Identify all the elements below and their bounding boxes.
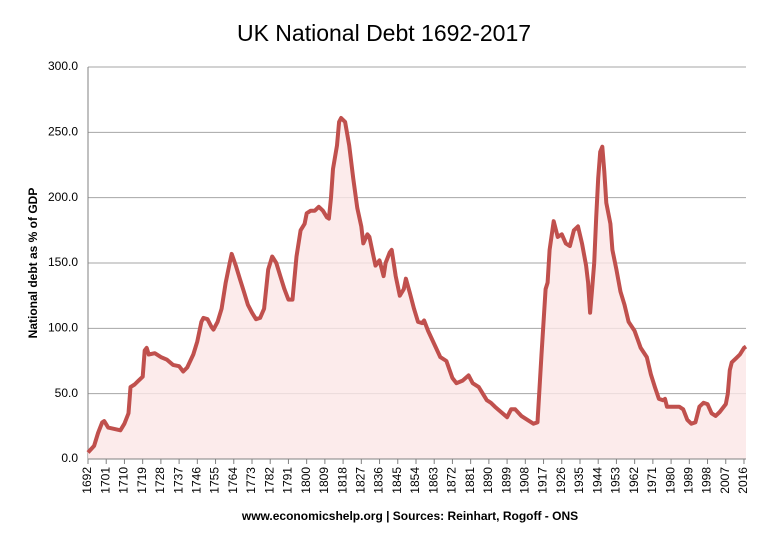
y-tick-label: 0.0 (61, 451, 78, 465)
x-tick-label: 1836 (372, 467, 386, 494)
x-tick-label: 1827 (353, 467, 367, 494)
x-tick-label: 1701 (98, 467, 112, 494)
x-tick-label: 2007 (718, 467, 732, 494)
x-tick-label: 1782 (262, 467, 276, 494)
x-tick-label: 1890 (481, 467, 495, 494)
x-tick-label: 1944 (590, 467, 604, 494)
x-tick-label: 1971 (645, 467, 659, 494)
y-tick-label: 250.0 (48, 125, 78, 139)
y-tick-label: 200.0 (48, 190, 78, 204)
y-tick-label: 50.0 (55, 386, 79, 400)
x-tick-label: 1845 (390, 467, 404, 494)
x-tick-label: 1692 (80, 467, 94, 494)
x-tick-label: 1773 (244, 467, 258, 494)
x-tick-label: 1854 (408, 467, 422, 494)
y-tick-label: 100.0 (48, 321, 78, 335)
x-tick-label: 1989 (681, 467, 695, 494)
x-tick-label: 1710 (117, 467, 131, 494)
x-tick-label: 1980 (663, 467, 677, 494)
x-tick-label: 1962 (627, 467, 641, 494)
chart-title: UK National Debt 1692-2017 (237, 20, 531, 46)
x-tick-label: 1926 (554, 467, 568, 494)
x-tick-label: 1809 (317, 467, 331, 494)
x-tick-label: 1935 (572, 467, 586, 494)
x-tick-label: 1917 (536, 467, 550, 494)
x-tick-label: 1764 (226, 467, 240, 494)
x-tick-label: 1998 (700, 467, 714, 494)
x-tick-label: 1719 (135, 467, 149, 494)
x-tick-label: 1737 (171, 467, 185, 494)
data-line (86, 116, 748, 454)
y-tick-label: 150.0 (48, 255, 78, 269)
x-tick-label: 1899 (499, 467, 513, 494)
source-note: www.economicshelp.org | Sources: Reinhar… (241, 509, 578, 523)
y-tick-label: 300.0 (48, 59, 78, 73)
x-tick-label: 1908 (517, 467, 531, 494)
x-tick-label: 1800 (299, 467, 313, 494)
x-tick-label: 1881 (463, 467, 477, 494)
x-tick-label: 1818 (335, 467, 349, 494)
x-tick-label: 1746 (190, 467, 204, 494)
x-tick-label: 1872 (445, 467, 459, 494)
area-fill (88, 118, 746, 459)
y-axis-label: National debt as % of GDP (26, 188, 40, 339)
x-tick-label: 1953 (609, 467, 623, 494)
x-tick-label: 1728 (153, 467, 167, 494)
x-tick-label: 1791 (281, 467, 295, 494)
x-tick-label: 2016 (736, 467, 750, 494)
x-tick-label: 1863 (426, 467, 440, 494)
x-tick-label: 1755 (208, 467, 222, 494)
